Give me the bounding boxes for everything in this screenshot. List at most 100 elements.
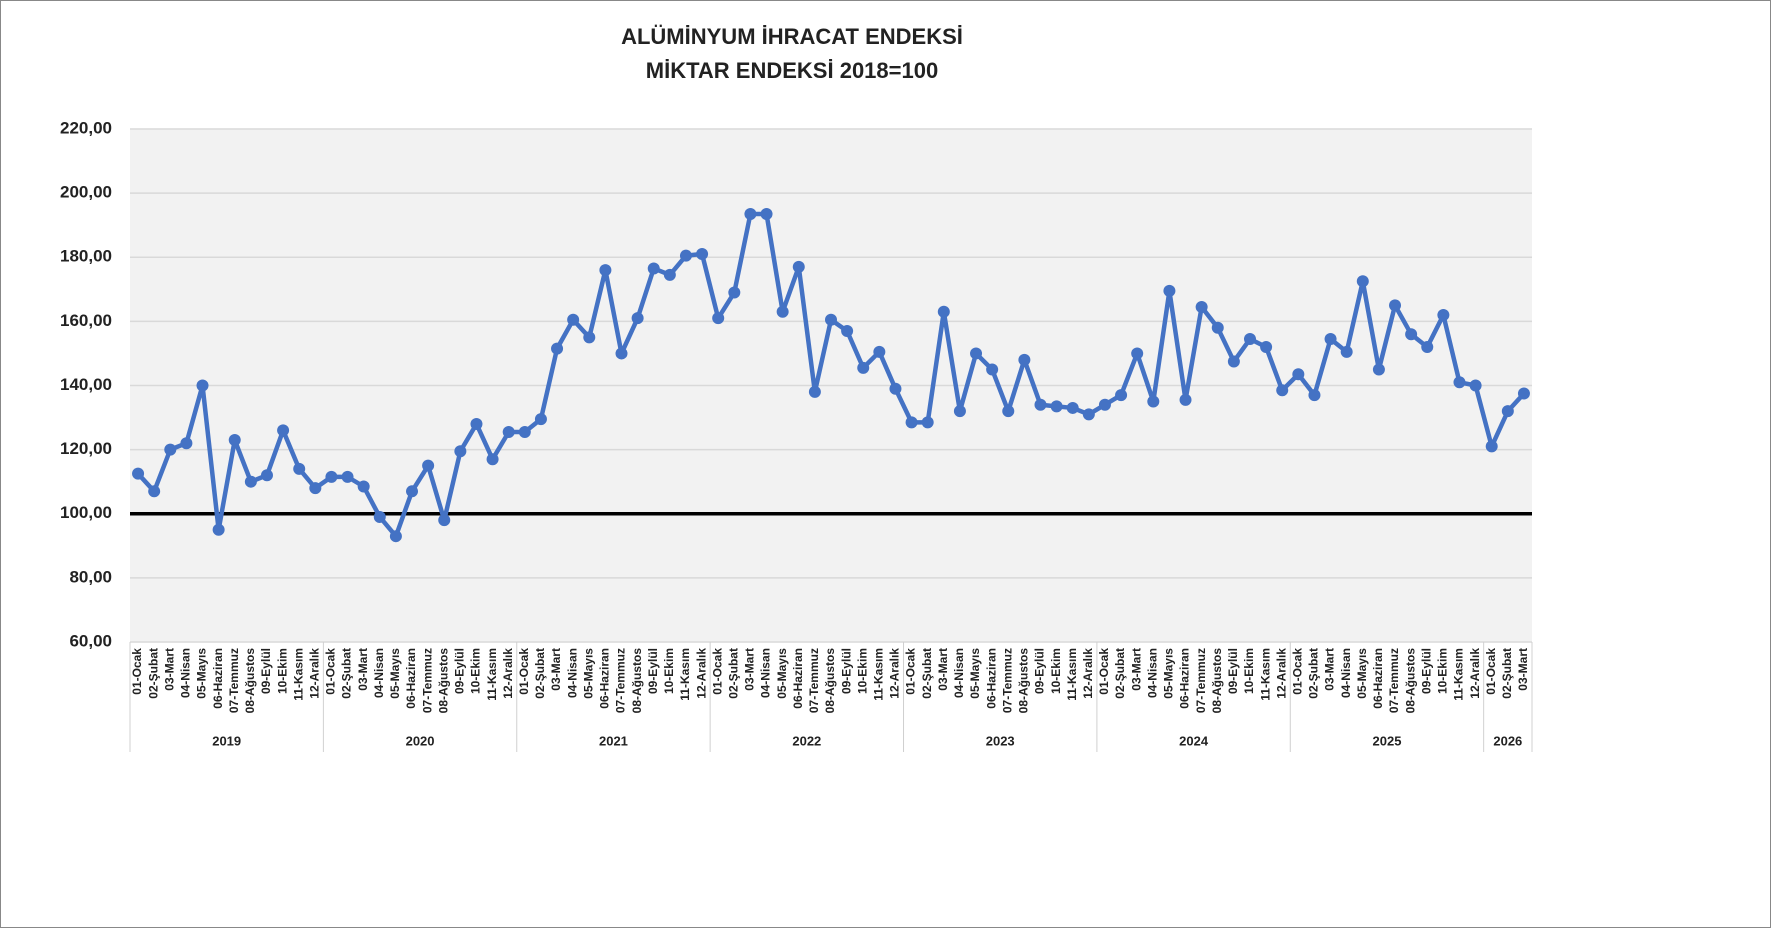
x-tick-label: 01-Ocak <box>1484 648 1498 695</box>
point <box>744 207 757 220</box>
point <box>679 249 692 262</box>
x-tick-label: 06-Haziran <box>211 648 225 709</box>
x-tick-label: 05-Mayıs <box>1355 648 1369 699</box>
x-tick-label: 05-Mayıs <box>581 648 595 699</box>
x-tick-label: 03-Mart <box>936 648 950 691</box>
point <box>373 510 386 523</box>
x-tick-label: 09-Eylül <box>1033 648 1047 694</box>
x-tick-label: 08-Ağustos <box>823 648 837 714</box>
x-group-label: 2022 <box>792 733 821 748</box>
x-tick-label: 02-Şubat <box>1307 648 1321 699</box>
point <box>841 324 854 337</box>
point <box>631 312 644 325</box>
point <box>357 480 370 493</box>
point <box>1421 341 1434 354</box>
point <box>518 425 531 438</box>
point <box>1389 299 1402 312</box>
y-tick-label: 80,00 <box>69 567 112 586</box>
point <box>1243 333 1256 346</box>
point <box>422 459 435 472</box>
point <box>1018 353 1031 366</box>
x-tick-label: 01-Ocak <box>904 648 918 695</box>
point <box>309 482 322 495</box>
point <box>1082 408 1095 421</box>
point <box>647 262 660 275</box>
point <box>132 467 145 480</box>
x-group-label: 2019 <box>212 733 241 748</box>
x-tick-label: 04-Nisan <box>372 648 386 698</box>
x-tick-label: 01-Ocak <box>1291 648 1305 695</box>
point <box>389 530 402 543</box>
x-tick-label: 10-Ekim <box>855 648 869 694</box>
point <box>986 363 999 376</box>
point <box>1066 401 1079 414</box>
point <box>244 475 257 488</box>
point <box>1405 328 1418 341</box>
x-tick-label: 04-Nisan <box>565 648 579 698</box>
x-tick-label: 10-Ekim <box>1436 648 1450 694</box>
y-tick-label: 60,00 <box>69 631 112 650</box>
x-tick-label: 07-Temmuz <box>1194 648 1208 713</box>
x-tick-label: 03-Mart <box>1323 648 1337 691</box>
x-tick-label: 04-Nisan <box>179 648 193 698</box>
x-group-label: 2024 <box>1179 733 1209 748</box>
x-tick-label: 12-Aralık <box>1274 648 1288 699</box>
point <box>212 523 225 536</box>
point <box>615 347 628 360</box>
x-tick-label: 02-Şubat <box>726 648 740 699</box>
x-tick-label: 03-Mart <box>162 648 176 691</box>
x-tick-label: 04-Nisan <box>952 648 966 698</box>
x-tick-label: 07-Temmuz <box>420 648 434 713</box>
x-tick-label: 02-Şubat <box>1500 648 1514 699</box>
x-tick-label: 01-Ocak <box>517 648 531 695</box>
chart-subtitle: MİKTAR ENDEKSİ 2018=100 <box>646 58 938 83</box>
point <box>277 424 290 437</box>
point <box>1276 384 1289 397</box>
point <box>1260 341 1273 354</box>
point <box>470 417 483 430</box>
point <box>486 453 499 466</box>
x-tick-label: 10-Ekim <box>1242 648 1256 694</box>
y-tick-label: 180,00 <box>60 247 112 266</box>
x-tick-label: 03-Mart <box>356 648 370 691</box>
x-tick-label: 12-Aralık <box>694 648 708 699</box>
point <box>1437 308 1450 321</box>
point <box>1308 389 1321 402</box>
x-tick-label: 03-Mart <box>549 648 563 691</box>
point <box>1034 398 1047 411</box>
point <box>1372 363 1385 376</box>
x-tick-label: 06-Haziran <box>791 648 805 709</box>
x-tick-label: 06-Haziran <box>598 648 612 709</box>
x-group-label: 2026 <box>1493 733 1522 748</box>
x-tick-label: 09-Eylül <box>259 648 273 694</box>
point <box>1115 389 1128 402</box>
point <box>970 347 983 360</box>
x-tick-label: 10-Ekim <box>275 648 289 694</box>
x-tick-label: 08-Ağustos <box>630 648 644 714</box>
point <box>825 313 837 326</box>
point <box>873 345 886 358</box>
x-tick-label: 06-Haziran <box>1371 648 1385 709</box>
point <box>760 207 773 220</box>
x-tick-label: 07-Temmuz <box>1387 648 1401 713</box>
x-tick-label: 06-Haziran <box>1178 648 1192 709</box>
point <box>293 462 306 475</box>
x-tick-label: 11-Kasım <box>485 648 499 701</box>
point <box>921 416 934 429</box>
point <box>180 437 193 450</box>
x-tick-label: 01-Ocak <box>130 648 144 695</box>
point <box>1485 440 1498 453</box>
y-tick-label: 160,00 <box>60 311 112 330</box>
point <box>1324 333 1337 346</box>
x-tick-label: 02-Şubat <box>340 648 354 699</box>
x-tick-label: 11-Kasım <box>872 648 886 701</box>
point <box>260 469 273 482</box>
point <box>776 305 789 318</box>
x-tick-label: 02-Şubat <box>1113 648 1127 699</box>
x-tick-label: 12-Aralık <box>1468 648 1482 699</box>
x-tick-label: 04-Nisan <box>1339 648 1353 698</box>
y-tick-label: 220,00 <box>60 118 112 137</box>
x-tick-label: 11-Kasım <box>291 648 305 701</box>
x-tick-label: 03-Mart <box>1516 648 1530 691</box>
point <box>551 342 564 355</box>
